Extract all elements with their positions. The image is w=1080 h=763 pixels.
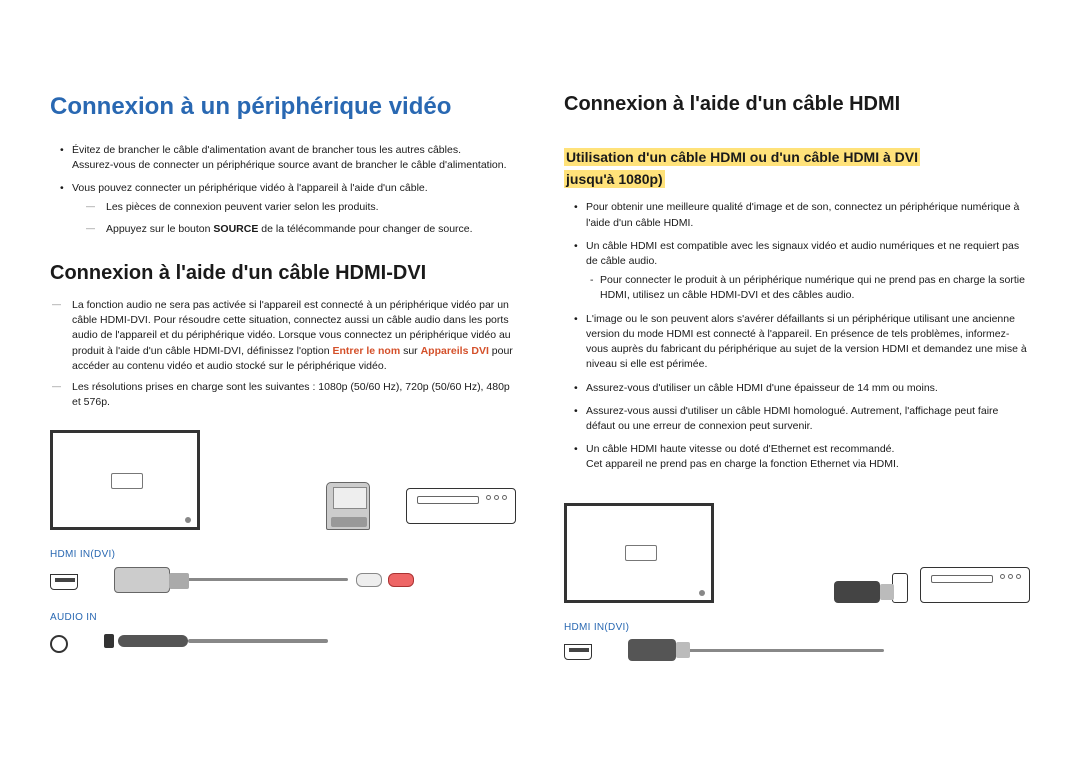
hdmi-port-label: HDMI IN(DVI)	[564, 621, 1030, 636]
bullet-item: Assurez-vous d'utiliser un câble HDMI d'…	[586, 381, 1030, 396]
intro-item: Vous pouvez connecter un périphérique vi…	[72, 181, 516, 237]
hl-line2: jusqu'à 1080p)	[564, 170, 665, 188]
intro-item: Évitez de brancher le câble d'alimentati…	[72, 143, 516, 173]
hl-line1: Utilisation d'un câble HDMI ou d'un câbl…	[564, 148, 920, 166]
audio-port-label: AUDIO IN	[50, 611, 516, 626]
bullet-item: Un câble HDMI haute vitesse ou doté d'Et…	[586, 442, 1030, 472]
rca-pair-icon	[356, 573, 414, 587]
main-title-left: Connexion à un périphérique vidéo	[50, 90, 516, 125]
red-term: Appareils DVI	[421, 345, 489, 357]
hdmi-port-icon	[50, 574, 78, 590]
audio-port-icon	[50, 635, 68, 653]
red-term: Entrer le nom	[332, 345, 400, 357]
bullet-item: Pour obtenir une meilleure qualité d'ima…	[586, 200, 1030, 230]
subnote: Appuyez sur le bouton SOURCE de la téléc…	[94, 222, 516, 237]
left-column: Connexion à un périphérique vidéo Évitez…	[50, 90, 516, 703]
cable-icon	[684, 649, 884, 652]
sub-heading-left: Connexion à l'aide d'un câble HDMI-DVI	[50, 259, 516, 288]
notes-list: La fonction audio ne sera pas activée si…	[50, 298, 516, 411]
bullet-item: Un câble HDMI est compatible avec les si…	[586, 239, 1030, 304]
intro-text: Vous pouvez connecter un périphérique vi…	[72, 182, 428, 194]
hdmi-port-label: HDMI IN(DVI)	[50, 548, 516, 563]
dvi-connector-icon	[326, 482, 370, 530]
intro-text: Évitez de brancher le câble d'alimentati…	[72, 144, 507, 171]
sub-dash-list: Pour connecter le produit à un périphéri…	[586, 273, 1030, 303]
hdmi-plug-icon	[834, 581, 880, 603]
hdmi-port-icon	[564, 644, 592, 660]
highlighted-heading: Utilisation d'un câble HDMI ou d'un câbl…	[564, 147, 1030, 190]
display-icon	[50, 430, 200, 530]
note-item: La fonction audio ne sera pas activée si…	[60, 298, 516, 374]
dvd-player-icon	[406, 488, 516, 524]
display-icon	[564, 503, 714, 603]
source-bold: SOURCE	[213, 223, 258, 235]
right-column: Connexion à l'aide d'un câble HDMI Utili…	[564, 90, 1030, 703]
hdmi-head-icon	[628, 639, 676, 661]
diagram-right: HDMI IN(DVI)	[564, 503, 1030, 703]
cable-icon	[178, 578, 348, 581]
intro-list: Évitez de brancher le câble d'alimentati…	[50, 143, 516, 237]
subnote: Les pièces de connexion peuvent varier s…	[94, 200, 516, 215]
right-bullets: Pour obtenir une meilleure qualité d'ima…	[564, 200, 1030, 472]
bullet-item: Assurez-vous aussi d'utiliser un câble H…	[586, 404, 1030, 434]
intro-subnotes: Les pièces de connexion peuvent varier s…	[72, 200, 516, 236]
dash-item: Pour connecter le produit à un périphéri…	[600, 273, 1030, 303]
main-title-right: Connexion à l'aide d'un câble HDMI	[564, 90, 1030, 119]
bullet-item: L'image ou le son peuvent alors s'avérer…	[586, 312, 1030, 373]
hdmi-receptacle-icon	[892, 573, 908, 603]
dvi-plug-icon	[114, 567, 170, 593]
dvd-player-icon	[920, 567, 1030, 603]
note-item: Les résolutions prises en charge sont le…	[60, 380, 516, 410]
diagram-left: HDMI IN(DVI) AUDIO IN	[50, 430, 516, 690]
audio-jack-icon	[104, 634, 328, 648]
